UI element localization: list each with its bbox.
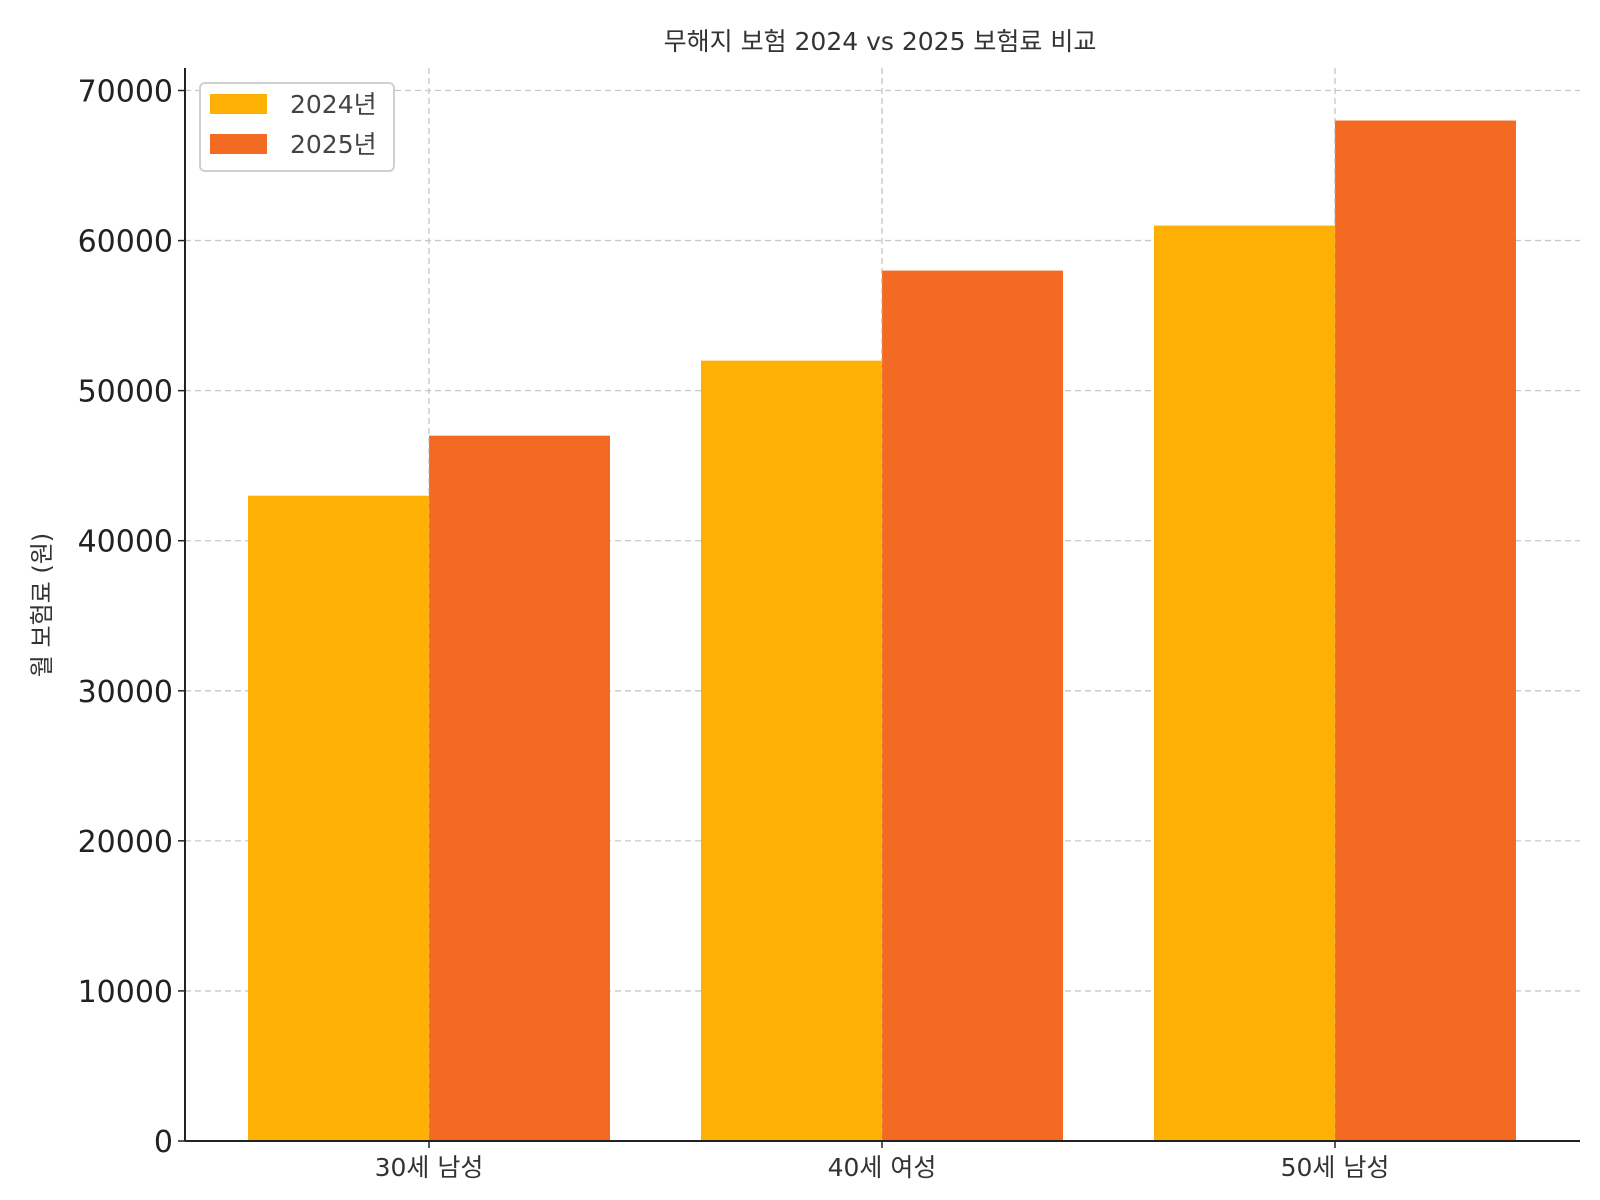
legend-swatch-2025: [210, 134, 267, 154]
legend-label-2025: 2025년: [290, 130, 377, 159]
y-tick-labels: 0 10000 20000 30000 40000 50000 60000 70000: [78, 75, 173, 1160]
y-tick-label: 20000: [78, 825, 173, 860]
y-tick-label: 30000: [78, 675, 173, 710]
y-tick-label: 0: [154, 1125, 173, 1160]
legend-swatch-2024: [210, 94, 267, 114]
x-tick-label: 40세 여성: [828, 1153, 937, 1182]
legend: 2024년 2025년: [199, 82, 395, 172]
bars: [248, 68, 1516, 1142]
bar-2025-2: [1335, 120, 1516, 1141]
x-tick-label: 50세 남성: [1281, 1153, 1390, 1182]
y-tick-label: 70000: [78, 75, 173, 110]
chart-title: 무해지 보험 2024 vs 2025 보험료 비교: [664, 27, 1097, 56]
y-tick-label: 10000: [78, 975, 173, 1010]
x-tick-label: 30세 남성: [375, 1153, 484, 1182]
bar-2024-2: [1154, 225, 1335, 1141]
bar-2025-1: [882, 270, 1063, 1142]
bar-2024-0: [248, 495, 429, 1141]
y-tick-label: 50000: [78, 375, 173, 410]
legend-label-2024: 2024년: [290, 90, 377, 119]
bar-2024-1: [701, 360, 882, 1141]
y-tick-label: 40000: [78, 525, 173, 560]
y-tick-label: 60000: [78, 225, 173, 260]
axes: [178, 68, 1580, 1148]
y-axis-label: 월 보험료 (원): [28, 533, 56, 677]
x-tick-labels: 30세 남성 40세 여성 50세 남성: [375, 1153, 1390, 1182]
bar-2025-0: [429, 435, 610, 1141]
